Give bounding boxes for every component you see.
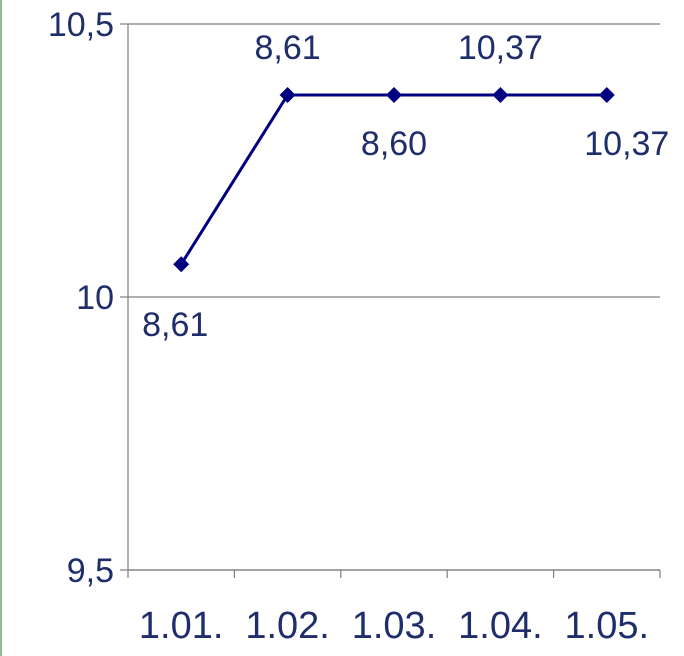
data-marker — [173, 256, 190, 273]
x-tick-label: 1.04. — [458, 605, 543, 647]
x-tick-label: 1.05. — [565, 605, 650, 647]
y-tick-label: 10 — [76, 279, 114, 317]
left-edge-line — [0, 0, 2, 656]
data-label: 10,37 — [458, 29, 543, 67]
data-marker — [598, 86, 615, 103]
data-label: 8,61 — [255, 29, 321, 67]
data-markers — [173, 86, 615, 273]
data-labels: 8,61 8,61 8,60 10,37 10,37 — [142, 29, 669, 344]
x-tick-label: 1.02. — [245, 605, 330, 647]
y-tick-label: 9,5 — [67, 552, 114, 590]
data-label: 8,61 — [142, 306, 208, 344]
series-line — [179, 93, 607, 266]
data-marker — [386, 86, 402, 103]
data-marker — [279, 86, 296, 103]
y-tick-labels: 9,5 10 10,5 — [48, 6, 114, 590]
data-label: 10,37 — [584, 125, 669, 163]
grid-lines — [128, 23, 660, 571]
series — [179, 93, 607, 266]
x-tick-labels: 1.01. 1.02. 1.03. 1.04. 1.05. — [139, 605, 649, 647]
x-tick-label: 1.01. — [139, 605, 224, 647]
y-tick-label: 10,5 — [48, 6, 114, 44]
data-label: 8,60 — [361, 125, 427, 163]
axes — [120, 23, 661, 578]
data-marker — [492, 86, 509, 103]
x-tick-label: 1.03. — [352, 605, 437, 647]
